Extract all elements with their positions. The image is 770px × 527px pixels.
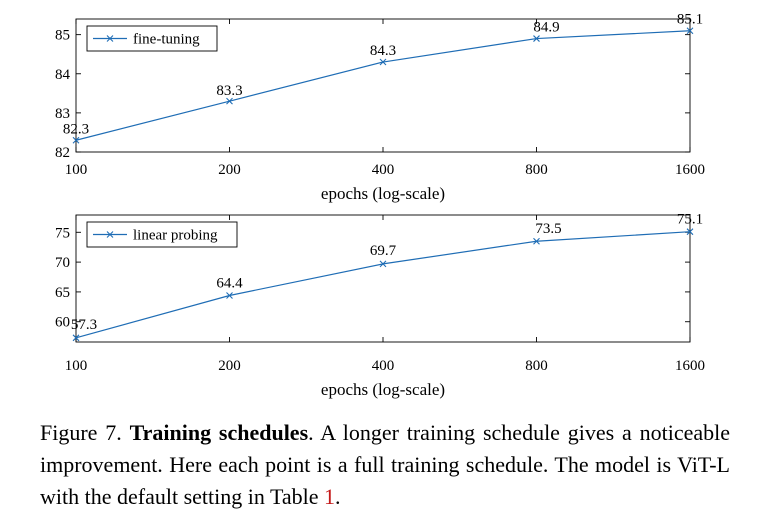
data-label: 57.3 bbox=[71, 317, 97, 333]
y-tick-label: 84 bbox=[55, 67, 71, 83]
x-axis-label: epochs (log-scale) bbox=[321, 380, 445, 399]
caption-text: . A longer training schedule gives a not… bbox=[40, 420, 730, 509]
data-label: 75.1 bbox=[677, 212, 703, 228]
data-point bbox=[686, 228, 694, 236]
legend: linear probing bbox=[86, 221, 238, 248]
data-point bbox=[686, 27, 694, 35]
chart-panel-2: 100 200 400 800 1600 60 65 70 75 epochs (log-scal… bbox=[55, 212, 705, 399]
point-marker-stroke bbox=[72, 334, 80, 342]
data-point bbox=[226, 292, 233, 299]
point-marker-stroke bbox=[533, 35, 540, 42]
data-point bbox=[533, 35, 540, 42]
y-tick-label: 60 bbox=[55, 315, 70, 331]
x-tick-label: 100 bbox=[65, 162, 88, 178]
point-marker-stroke bbox=[226, 97, 233, 105]
y-tick-label: 83 bbox=[55, 106, 70, 122]
data-point bbox=[72, 136, 80, 144]
point-marker-stroke bbox=[686, 27, 694, 35]
data-point bbox=[226, 97, 233, 105]
legend-label: linear probing bbox=[133, 228, 218, 244]
x-tick-label: 100 bbox=[65, 358, 88, 374]
data-label: 84.9 bbox=[533, 20, 559, 36]
x-tick-label: 200 bbox=[218, 358, 241, 374]
caption-prefix: Figure 7. bbox=[40, 420, 130, 445]
figure-caption: Figure 7. Training schedules. A longer t… bbox=[40, 417, 730, 513]
caption-suffix: . bbox=[335, 484, 341, 509]
x-tick-label: 200 bbox=[218, 162, 241, 178]
point-marker-stroke bbox=[72, 136, 80, 144]
data-label: 85.1 bbox=[677, 12, 703, 28]
data-label: 82.3 bbox=[63, 121, 89, 137]
y-tick-label: 65 bbox=[55, 285, 70, 301]
data-point bbox=[379, 58, 387, 66]
legend-marker-stroke bbox=[106, 231, 114, 238]
point-marker-stroke bbox=[226, 292, 233, 299]
data-point bbox=[72, 334, 80, 342]
caption-title: Training schedules bbox=[129, 420, 309, 445]
x-tick-label: 800 bbox=[525, 358, 548, 374]
x-tick-label: 800 bbox=[525, 162, 548, 178]
data-label: 64.4 bbox=[216, 275, 243, 291]
point-marker-stroke bbox=[686, 228, 694, 236]
data-label: 83.3 bbox=[216, 83, 242, 99]
y-tick-label: 70 bbox=[55, 255, 70, 271]
point-marker-stroke bbox=[379, 58, 387, 66]
data-label: 69.7 bbox=[370, 243, 397, 259]
y-tick-label: 85 bbox=[55, 28, 70, 44]
y-tick-label: 75 bbox=[55, 225, 70, 241]
table-reference-link[interactable]: 1 bbox=[324, 484, 335, 509]
chart-panel-1: 100 200 400 800 1600 82 83 84 85 epochs (log-scal… bbox=[55, 12, 705, 203]
data-label: 84.3 bbox=[370, 43, 396, 59]
data-point bbox=[533, 237, 540, 245]
x-tick-label: 1600 bbox=[675, 358, 705, 374]
data-point bbox=[379, 260, 387, 268]
legend: fine-tuning bbox=[86, 25, 218, 52]
legend-marker-stroke bbox=[106, 35, 114, 42]
x-axis-label: epochs (log-scale) bbox=[321, 184, 445, 203]
y-tick-label: 82 bbox=[55, 145, 70, 161]
x-tick-label: 400 bbox=[372, 358, 395, 374]
point-marker-stroke bbox=[379, 260, 387, 268]
legend-label: fine-tuning bbox=[133, 32, 200, 48]
x-tick-label: 400 bbox=[372, 162, 395, 178]
point-marker-stroke bbox=[533, 237, 540, 245]
x-tick-label: 1600 bbox=[675, 162, 705, 178]
data-label: 73.5 bbox=[535, 221, 561, 237]
